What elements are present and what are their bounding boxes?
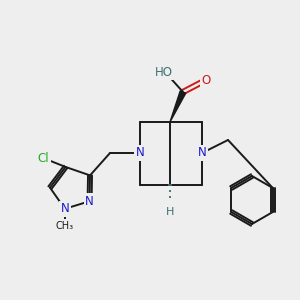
Text: O: O xyxy=(201,74,211,86)
Text: N: N xyxy=(198,146,206,160)
Text: N: N xyxy=(136,146,144,160)
Text: N: N xyxy=(85,195,94,208)
Polygon shape xyxy=(170,91,186,122)
Text: H: H xyxy=(166,207,174,217)
Text: N: N xyxy=(61,202,69,215)
Text: Cl: Cl xyxy=(38,152,50,166)
Text: CH₃: CH₃ xyxy=(56,221,74,231)
Text: HO: HO xyxy=(155,65,173,79)
